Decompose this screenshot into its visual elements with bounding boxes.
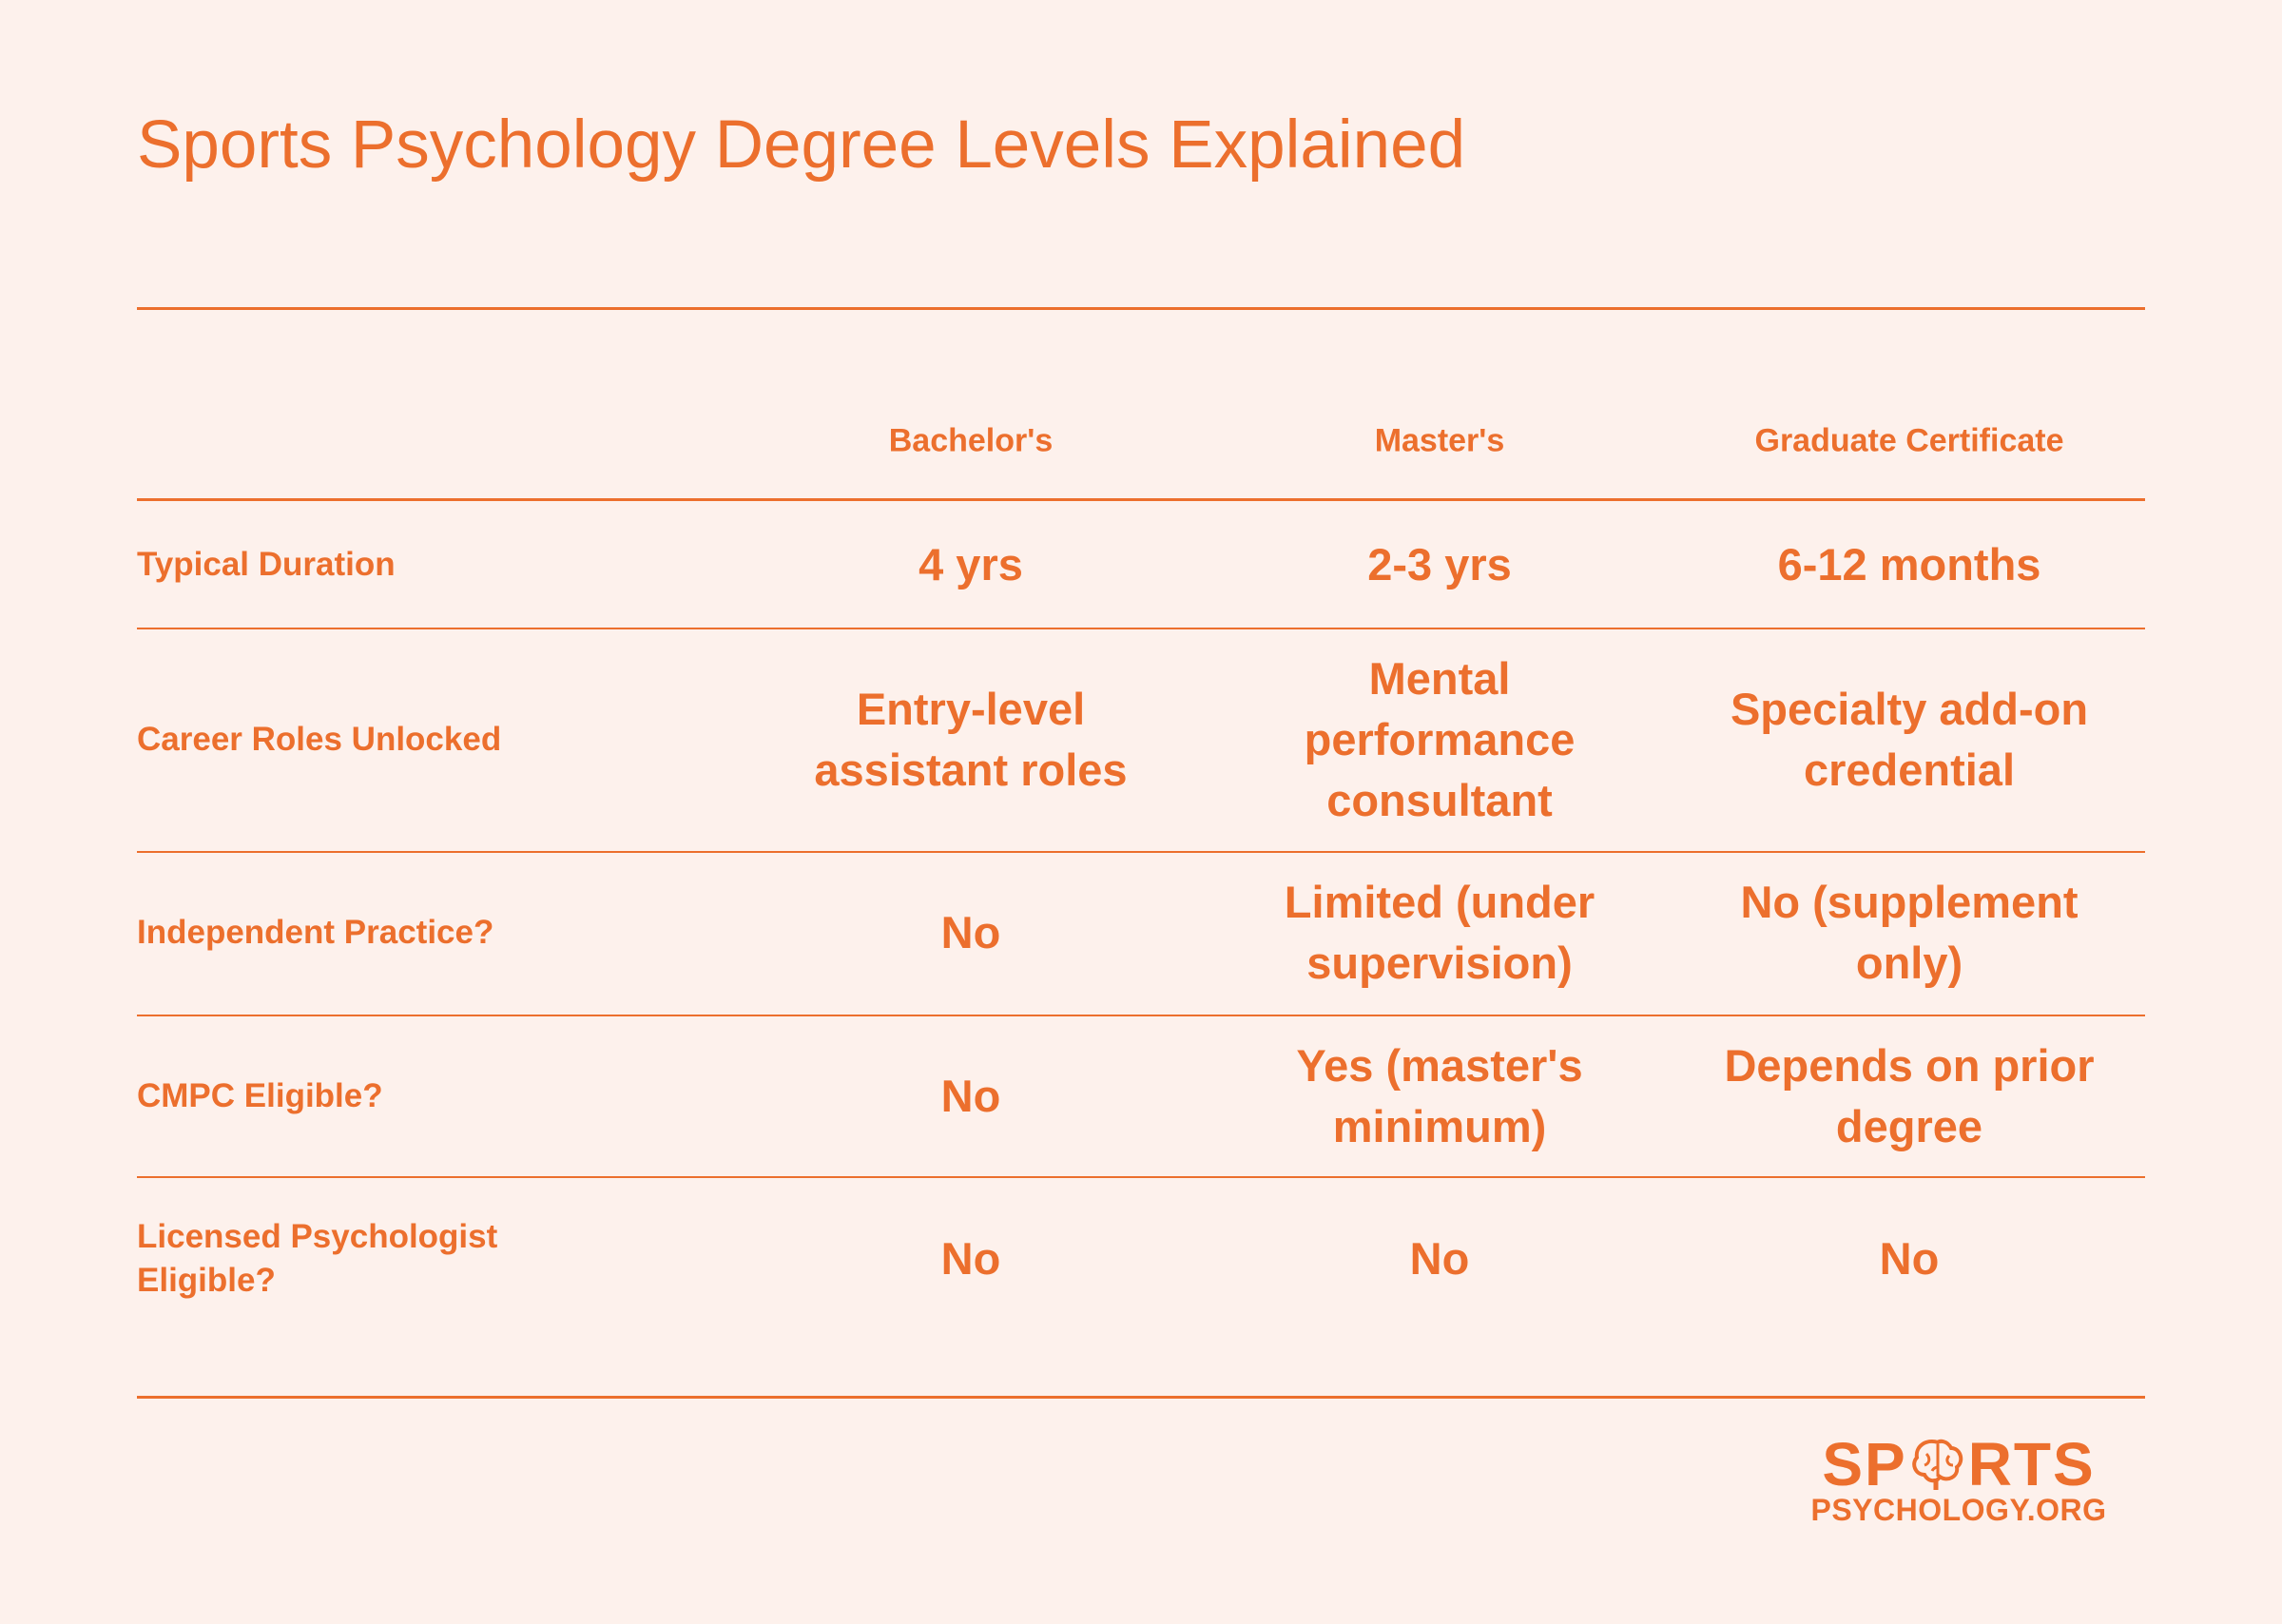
logo-subtitle: PSYCHOLOGY.ORG — [1810, 1493, 2107, 1527]
cell: 2-3 yrs — [1367, 539, 1512, 590]
row-label: Independent Practice? — [137, 914, 494, 951]
row-label: Career Roles Unlocked — [137, 721, 502, 758]
cell: Yes (master's minimum) — [1296, 1040, 1583, 1151]
logo-text: RTS — [1967, 1430, 2096, 1498]
cell: Limited (under supervision) — [1284, 877, 1595, 988]
title: Sports Psychology Degree Levels Explaine… — [137, 107, 1466, 183]
header-rule — [137, 498, 2145, 501]
row-label: Typical Duration — [137, 546, 396, 583]
row-rule — [137, 851, 2145, 853]
cell: No — [940, 1071, 1001, 1121]
cell: Depends on prior degree — [1724, 1040, 2095, 1151]
column-header: Graduate Certificate — [1754, 422, 2064, 459]
cell: No — [940, 1233, 1001, 1284]
cell: No — [1879, 1233, 1940, 1284]
row-label: Licensed Psychologist Eligible? — [137, 1218, 498, 1299]
rule — [137, 1396, 2145, 1399]
column-header: Master's — [1374, 422, 1505, 459]
cell: 4 yrs — [919, 539, 1023, 590]
cell: Entry-level assistant roles — [814, 684, 1128, 795]
rule — [137, 307, 2145, 310]
logo-wordmark: SP RTS — [1791, 1434, 2126, 1495]
cell: No — [1409, 1233, 1470, 1284]
cell: 6-12 months — [1777, 539, 2041, 590]
row-label: CMPC Eligible? — [137, 1077, 383, 1114]
cell: No (supplement only) — [1740, 877, 2079, 988]
logo: SP RTS PSYCHOLOGY.ORG — [1791, 1434, 2126, 1525]
cell: No — [940, 907, 1001, 957]
brain-icon — [1911, 1439, 1963, 1490]
row-rule — [137, 1176, 2145, 1178]
cell: Specialty add-on credential — [1730, 684, 2089, 795]
column-header: Bachelor's — [888, 422, 1054, 459]
logo-text: SP — [1822, 1430, 1907, 1498]
row-rule — [137, 628, 2145, 629]
cell: Mental performance consultant — [1304, 653, 1576, 825]
row-rule — [137, 1015, 2145, 1016]
